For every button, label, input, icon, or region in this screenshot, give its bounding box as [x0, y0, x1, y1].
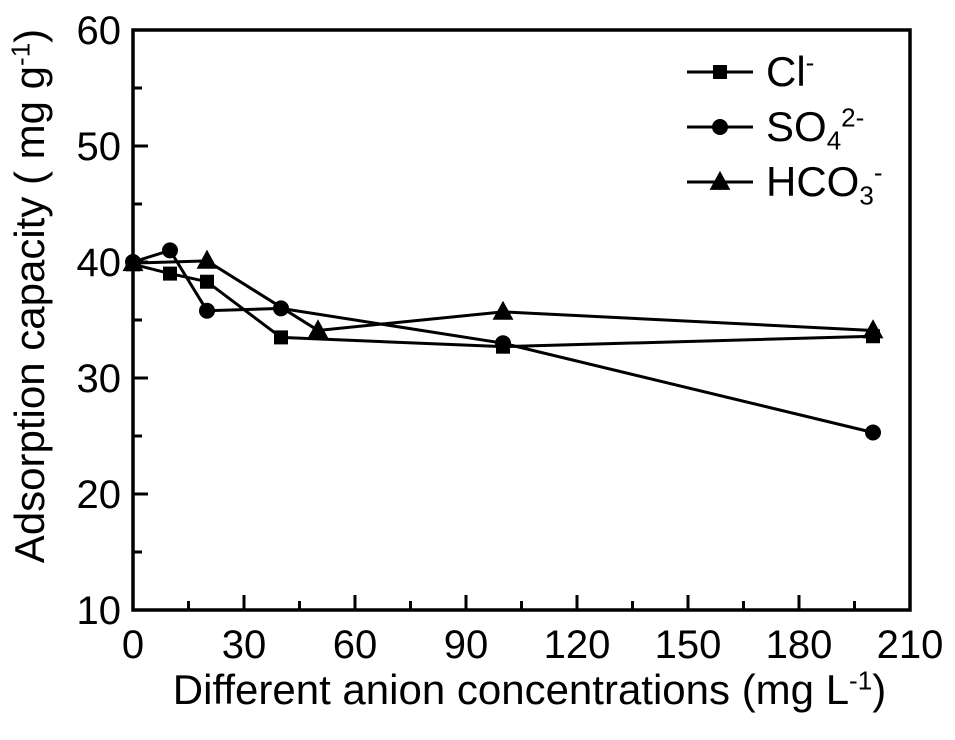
legend-marker-0: [713, 65, 727, 79]
x-tick-label: 180: [766, 623, 833, 667]
legend-marker-1: [712, 119, 728, 135]
series-line-2: [132, 259, 874, 332]
series-marker-2: [122, 252, 144, 272]
legend-marker-2: [709, 170, 731, 190]
x-tick-label: 90: [444, 623, 489, 667]
series-marker-0: [274, 330, 288, 345]
x-tick-label: 0: [122, 623, 144, 667]
x-tick-label: 60: [333, 623, 378, 667]
series-marker-0: [163, 266, 177, 281]
series-marker-1: [199, 302, 215, 319]
series-marker-2: [492, 300, 514, 320]
y-tick-label: 60: [77, 9, 122, 53]
y-tick-label: 20: [77, 473, 122, 517]
x-axis-title: Different anion concentrations (mg L-1): [173, 666, 886, 713]
series-marker-1: [495, 335, 511, 352]
y-tick-label: 10: [77, 589, 122, 633]
legend-label-0: Cl-: [766, 48, 814, 95]
x-tick-label: 210: [877, 623, 944, 667]
y-tick-label: 40: [77, 241, 122, 285]
series-marker-0: [200, 274, 214, 289]
series-marker-1: [162, 242, 178, 259]
x-tick-label: 120: [544, 623, 611, 667]
x-tick-label: 30: [222, 623, 267, 667]
series-marker-2: [862, 319, 884, 339]
y-tick-label: 30: [77, 357, 122, 401]
series-marker-2: [196, 249, 218, 269]
series-marker-1: [865, 424, 881, 441]
legend-label-2: HCO3-: [766, 158, 883, 211]
y-tick-label: 50: [77, 125, 122, 169]
legend-label-1: SO42-: [766, 103, 864, 156]
x-tick-label: 150: [655, 623, 722, 667]
y-axis-title: Adsorption capacity ( mg g-1): [6, 29, 53, 563]
series-marker-2: [307, 319, 329, 339]
